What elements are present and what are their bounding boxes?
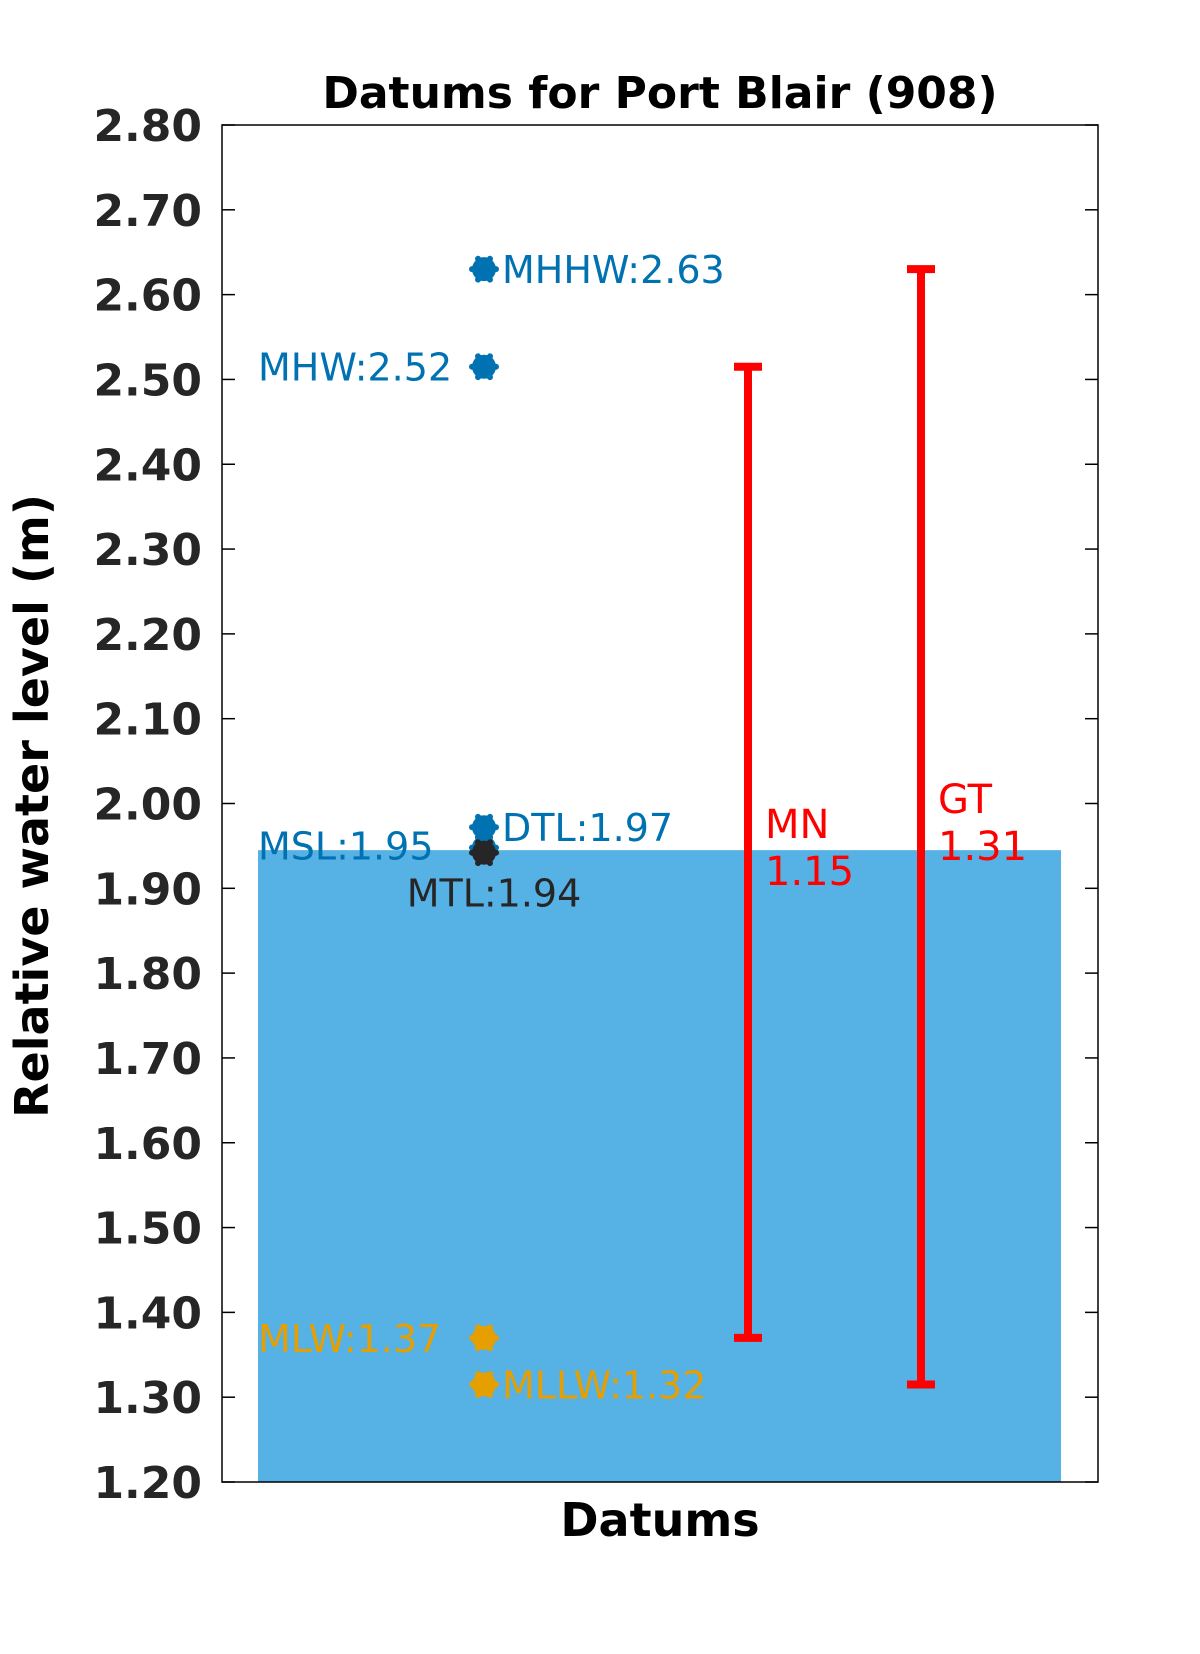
datum-label-dtl: DTL:1.97 (502, 806, 673, 850)
y-tick-label: 1.30 (93, 1373, 202, 1424)
datum-marker (472, 1325, 496, 1350)
y-tick-label: 2.20 (93, 610, 202, 661)
y-tick-label: 2.80 (93, 101, 202, 152)
y-axis-ticks: 1.20 1.30 1.40 1.50 1.60 1.70 1.80 1.90 2.00 2.10… (93, 101, 1098, 1509)
y-tick-label: 2.60 (93, 271, 202, 322)
y-axis-label: Relative water level (m) (5, 494, 59, 1118)
range-label-gt: GT (938, 777, 993, 823)
range-value-mn: 1.15 (765, 849, 854, 895)
y-tick-label: 1.60 (93, 1119, 202, 1170)
y-tick-label: 2.10 (93, 695, 202, 746)
y-tick-label: 2.40 (93, 440, 202, 491)
water-level-fill (258, 850, 1061, 1482)
datum-label-mtl: MTL:1.94 (407, 872, 582, 916)
datum-label-mllw: MLLW:1.32 (502, 1363, 706, 1407)
datum-marker (472, 257, 496, 282)
plot-area (221, 124, 1099, 1483)
range-value-gt: 1.31 (938, 824, 1027, 870)
datum-mhw: MHW:2.52 (258, 346, 499, 390)
range-label-mn: MN (765, 802, 829, 848)
y-tick-label: 2.50 (93, 355, 202, 406)
datum-dtl: DTL:1.97 (469, 806, 673, 850)
y-tick-label: 1.70 (93, 1034, 202, 1085)
y-tick-label: 1.80 (93, 949, 202, 1000)
datum-mtl: MTL:1.94 (407, 839, 582, 916)
y-tick-label: 2.30 (93, 525, 202, 576)
y-tick-label: 1.90 (93, 864, 202, 915)
datum-marker (472, 354, 496, 379)
range-bar-gt (907, 265, 935, 1389)
range-bar-mn (734, 362, 762, 1342)
y-tick-label: 2.00 (93, 780, 202, 831)
y-tick-label: 1.20 (93, 1458, 202, 1509)
datum-mhhw: MHHW:2.63 (469, 248, 725, 292)
y-tick-label: 2.70 (93, 186, 202, 237)
y-tick-label: 1.50 (93, 1204, 202, 1255)
datum-label-mlw: MLW:1.37 (258, 1317, 441, 1361)
datum-marker (472, 1372, 496, 1397)
datum-label-msl: MSL:1.95 (258, 825, 434, 869)
datum-mllw: MLLW:1.32 (469, 1363, 706, 1407)
datum-markers: MHHW:2.63 MHW:2.52 DTL:1.97 MSL:1.95MTL:1.9… (258, 248, 725, 1407)
chart-title: Datums for Port Blair (908) (322, 68, 997, 119)
range-bars (734, 265, 935, 1389)
datum-label-mhw: MHW:2.52 (258, 346, 452, 390)
y-tick-label: 1.40 (93, 1288, 202, 1339)
datum-label-mhhw: MHHW:2.63 (502, 248, 725, 292)
datum-marker (472, 840, 496, 865)
datum-mlw: MLW:1.37 (258, 1317, 499, 1361)
x-axis-label: Datums (560, 1493, 759, 1547)
